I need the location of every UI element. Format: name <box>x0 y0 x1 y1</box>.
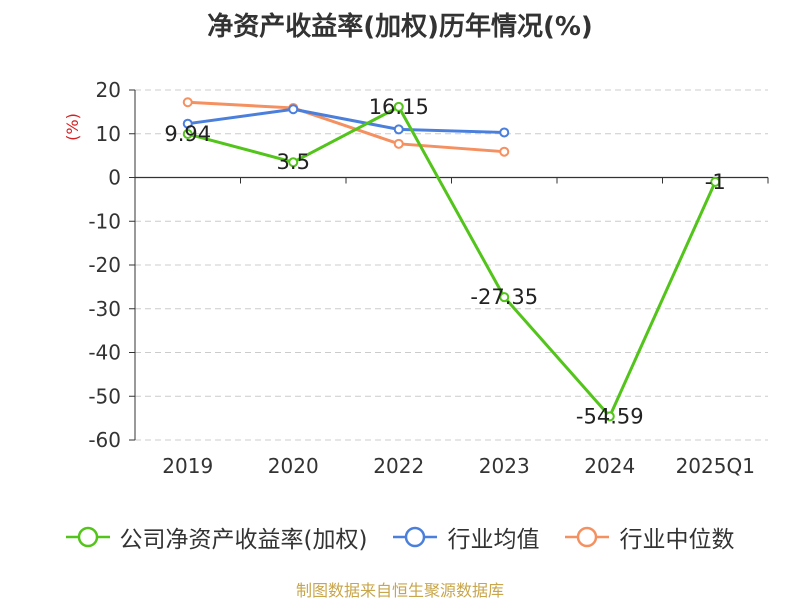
data-label: -54.59 <box>576 404 644 428</box>
x-tick-label: 2024 <box>584 454 635 478</box>
y-tick-label: -60 <box>88 428 121 452</box>
legend-swatch-icon <box>65 526 110 548</box>
data-point <box>288 104 299 115</box>
y-tick-label: 0 <box>108 166 121 190</box>
data-label: -27.35 <box>470 285 538 309</box>
legend-swatch-marker <box>405 526 426 548</box>
label-layer: 9.94 3.5 16.15 -27.35 -54.59 -1 <box>164 95 725 428</box>
data-label: 9.94 <box>164 122 211 146</box>
series-line <box>187 105 717 418</box>
chart-title: 净资产收益率(加权)历年情况(%) <box>207 12 593 42</box>
legend-item[interactable]: 行业均值 <box>393 520 539 554</box>
legend: 公司净资产收益率(加权) 行业均值 行业中位数 <box>0 520 800 554</box>
x-tick-label: 2023 <box>479 454 530 478</box>
legend-label: 行业中位数 <box>619 527 735 553</box>
y-tick-label: -40 <box>88 341 121 365</box>
axis-layer: 20 10 0 -10 -20 -30 -40 -50 -60 2019 2020 2022 2023 2… <box>88 78 769 478</box>
data-label: 3.5 <box>277 150 310 174</box>
data-point <box>182 129 193 140</box>
data-label: 16.15 <box>369 95 429 119</box>
legend-label: 行业均值 <box>447 527 540 553</box>
data-point <box>288 157 299 168</box>
legend-label: 公司净资产收益率(加权) <box>119 527 368 553</box>
x-tick-label: 2020 <box>268 454 319 478</box>
legend-swatch-icon <box>393 526 438 548</box>
series-line <box>187 100 505 154</box>
y-axis-title: (%) <box>63 113 82 141</box>
x-tick-label: 2025Q1 <box>676 454 755 478</box>
data-point <box>393 138 404 149</box>
series-layer <box>182 97 721 422</box>
series-line <box>187 107 505 134</box>
data-point <box>393 101 404 112</box>
legend-swatch-marker <box>577 526 598 548</box>
x-tick-label: 2019 <box>162 454 213 478</box>
y-tick-label: -50 <box>88 384 121 408</box>
y-tick-label: 10 <box>96 122 121 146</box>
data-point <box>182 97 193 108</box>
legend-item[interactable]: 行业中位数 <box>565 520 734 554</box>
data-point <box>499 127 510 138</box>
grid-layer <box>135 89 768 441</box>
legend-item[interactable]: 公司净资产收益率(加权) <box>65 520 368 554</box>
legend-swatch-icon <box>565 526 610 548</box>
data-point <box>499 146 510 157</box>
data-point <box>393 124 404 135</box>
x-tick-label: 2022 <box>373 454 424 478</box>
data-point <box>499 292 510 303</box>
data-point <box>710 176 721 187</box>
y-tick-label: -30 <box>88 297 121 321</box>
data-point <box>182 118 193 129</box>
legend-swatch-marker <box>77 526 98 548</box>
y-tick-label: 20 <box>96 78 121 102</box>
data-label: -1 <box>705 170 726 194</box>
data-point <box>604 411 615 422</box>
y-tick-label: -20 <box>88 253 121 277</box>
y-tick-label: -10 <box>88 209 121 233</box>
source-footer: 制图数据来自恒生聚源数据库 <box>295 581 504 600</box>
